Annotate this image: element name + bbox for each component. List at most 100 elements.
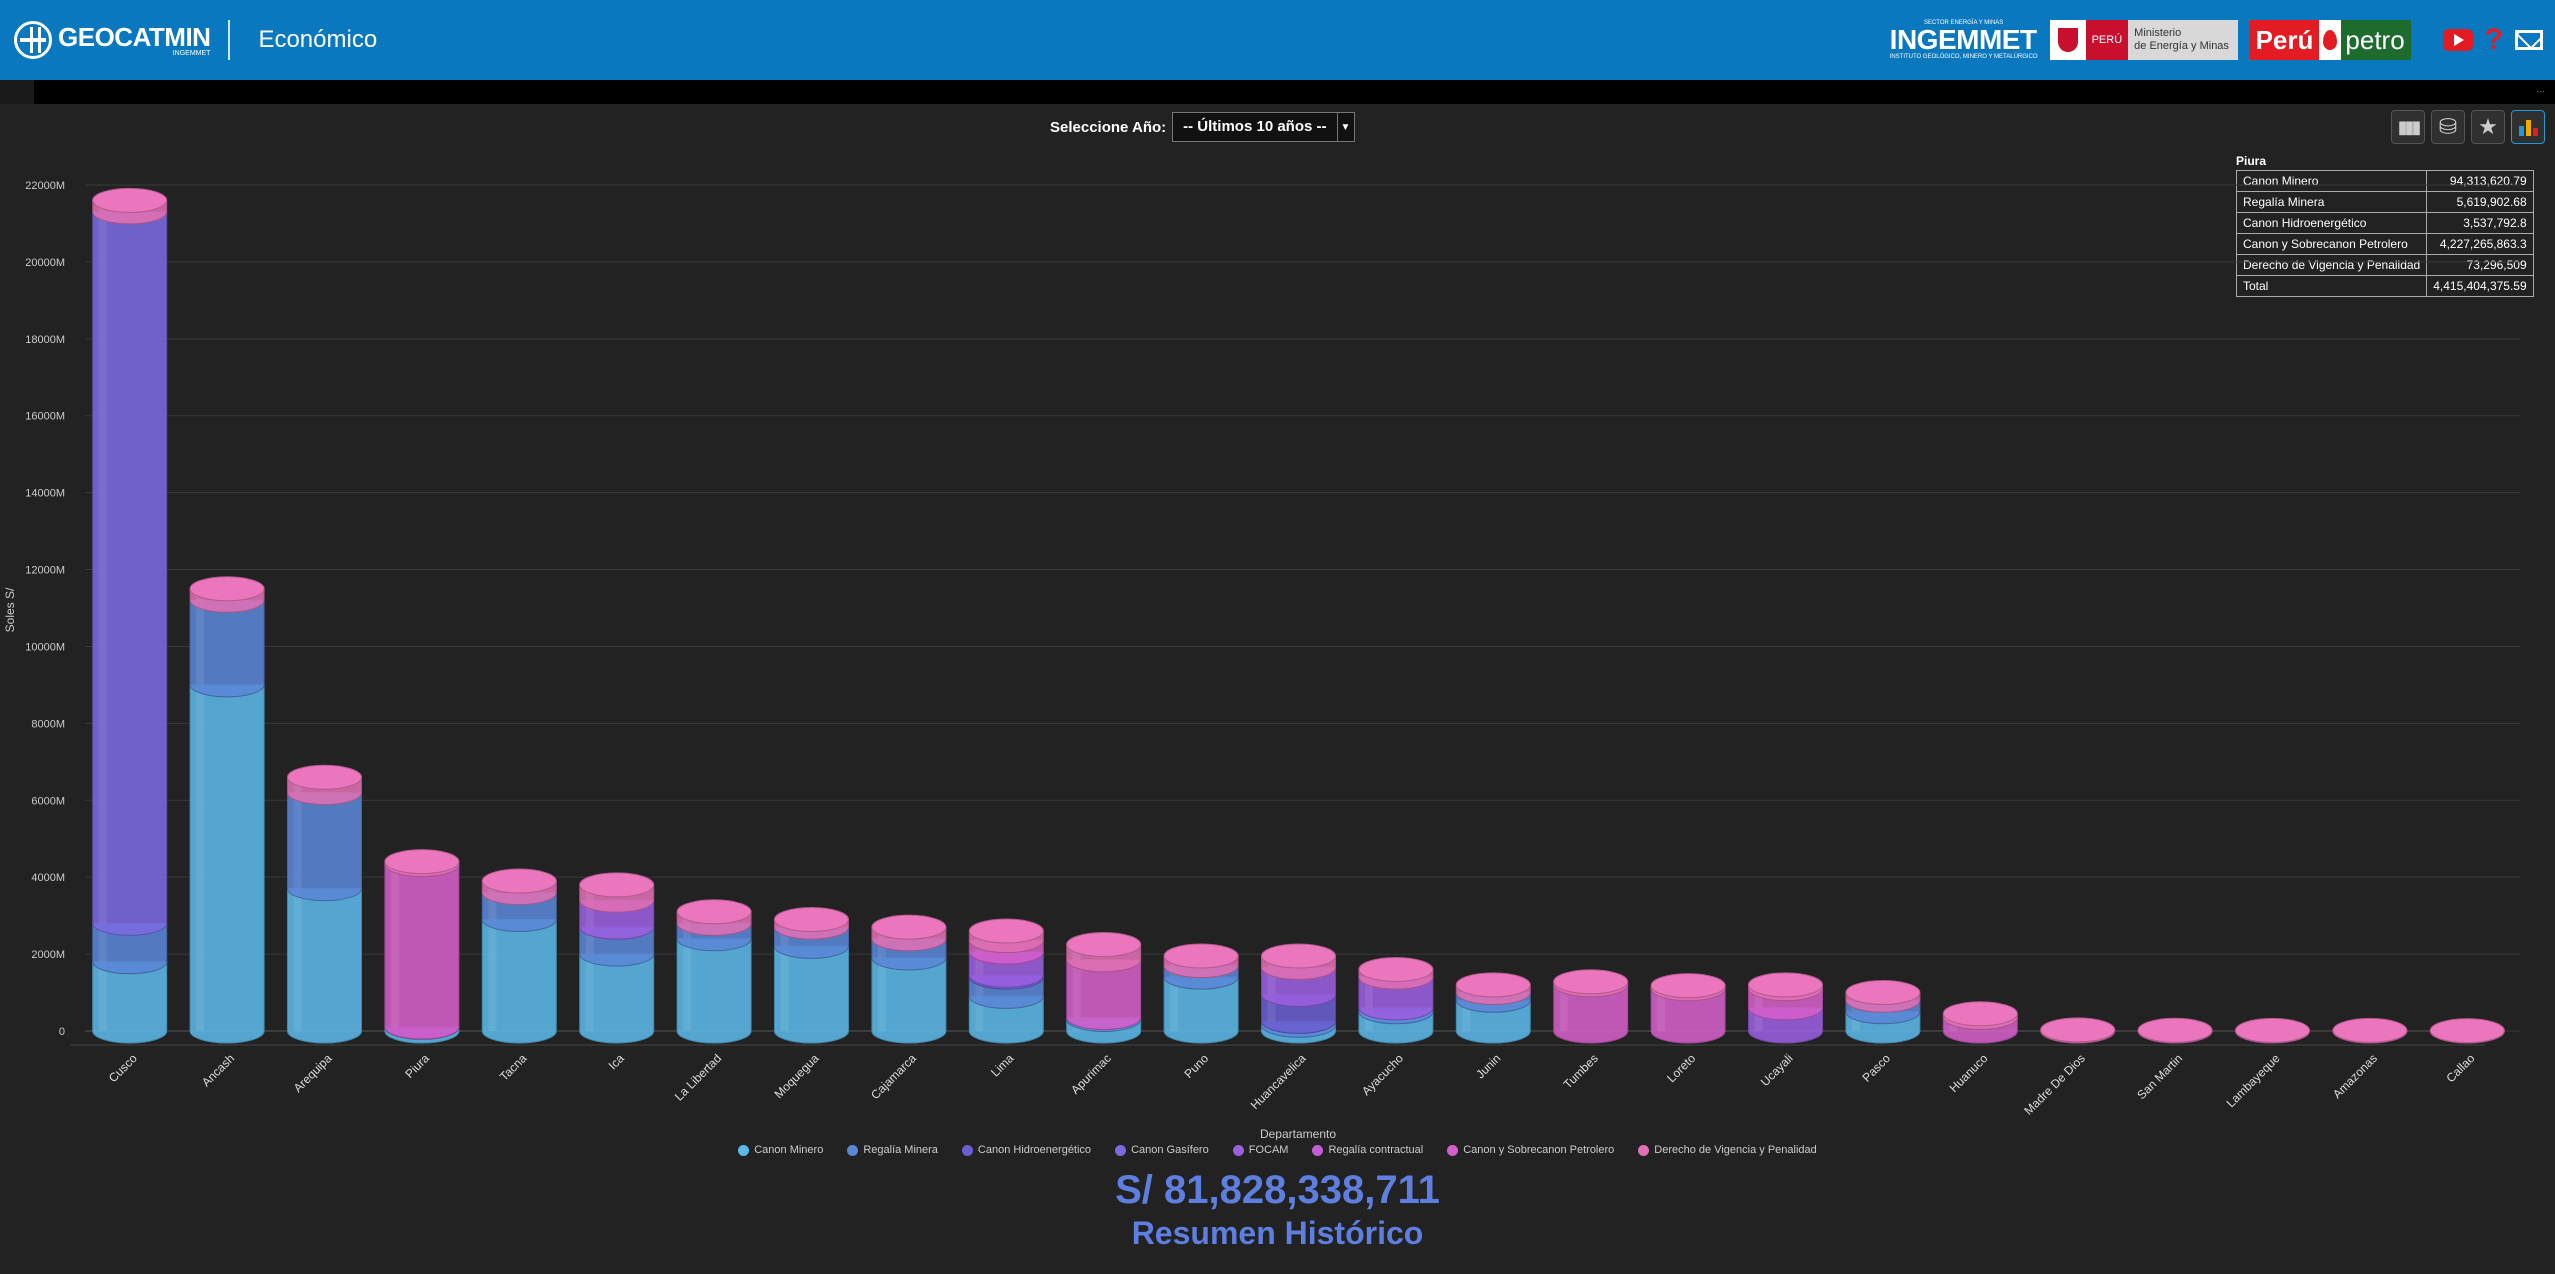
bar-stack bbox=[1163, 943, 1239, 1044]
bar-stack bbox=[1748, 972, 1823, 1044]
bar-segment bbox=[1650, 988, 1726, 1044]
bar-top-cap bbox=[1845, 980, 1921, 1006]
historic-subtitle: Resumen Histórico bbox=[1131, 1215, 1424, 1251]
bar-segment-highlight bbox=[196, 684, 205, 1031]
bar-stack bbox=[676, 899, 752, 1044]
mail-icon[interactable] bbox=[2515, 30, 2543, 50]
bar-segment-highlight bbox=[585, 954, 594, 1031]
bar-segment-highlight bbox=[1170, 977, 1179, 1031]
x-tick-label: Huancavelica bbox=[1248, 1051, 1309, 1112]
legend-label: Canon y Sobrecanon Petrolero bbox=[1463, 1144, 1615, 1156]
chevron-down-icon[interactable]: ▼ bbox=[1340, 121, 1351, 133]
x-tick-label: Ica bbox=[606, 1051, 627, 1072]
legend-item[interactable]: Regalía contractual bbox=[1312, 1144, 1423, 1156]
x-tick-label: La Libertad bbox=[672, 1051, 724, 1103]
globe-icon bbox=[14, 21, 52, 59]
bar-segment bbox=[1163, 976, 1239, 1044]
legend-label: Regalía Minera bbox=[863, 1144, 938, 1156]
favorite-button[interactable]: ★ bbox=[2471, 110, 2505, 144]
bar-segment-highlight bbox=[975, 977, 984, 997]
bar-segment bbox=[384, 863, 460, 1040]
x-tick-label: Ancash bbox=[199, 1051, 237, 1089]
detail-value: 4,415,404,375.59 bbox=[2426, 275, 2534, 297]
peru-shield-icon bbox=[2049, 20, 2086, 60]
header-logos: SECTOR ENERGÍA Y MINAS INGEMMET INSTITUT… bbox=[1890, 14, 2543, 66]
bar-stack bbox=[774, 906, 849, 1044]
bar-top-cap bbox=[1748, 972, 1823, 998]
bar-segment-highlight bbox=[196, 600, 205, 685]
bar-chart-button[interactable]: ▮▮▮ bbox=[2391, 110, 2425, 144]
year-dropdown[interactable]: -- Últimos 10 años -- ▼ bbox=[1172, 112, 1355, 142]
bar-segment-highlight bbox=[1754, 1007, 1763, 1031]
bar-top-cap bbox=[1553, 969, 1629, 995]
perupetro-logo[interactable]: Perú petro bbox=[2249, 20, 2411, 60]
cylinder-icon: ⛁ bbox=[2438, 114, 2458, 139]
legend-label: Canon Hidroenergético bbox=[977, 1144, 1092, 1156]
bar-stack bbox=[2429, 1018, 2505, 1044]
x-tick-label: Tacna bbox=[497, 1051, 530, 1084]
x-tick-label: Loreto bbox=[1664, 1051, 1698, 1085]
cylinder-button[interactable]: ⛁ bbox=[2431, 110, 2465, 144]
legend-item[interactable]: Canon y Sobrecanon Petrolero bbox=[1447, 1144, 1614, 1156]
y-tick-label: 12000M bbox=[25, 565, 65, 577]
ingemmet-name: INGEMMET bbox=[1889, 24, 2037, 55]
stacked-cylinder-chart: 0 2000M 4000M 6000M 8000M 10000M 12000M 14000M 1… bbox=[3, 180, 2520, 1140]
more-icon[interactable]: ... bbox=[2536, 84, 2545, 95]
legend-item[interactable]: Regalía Minera bbox=[847, 1144, 938, 1156]
bar-segment bbox=[287, 792, 362, 902]
legend-label: Canon Minero bbox=[754, 1144, 824, 1156]
legend-item[interactable]: FOCAM bbox=[1232, 1144, 1289, 1156]
bar-stack bbox=[871, 914, 947, 1044]
detail-value: 5,619,902.68 bbox=[2426, 191, 2534, 213]
x-tick-label: Ayacucho bbox=[1359, 1051, 1406, 1098]
bar-segment-highlight bbox=[975, 996, 984, 1031]
y-tick-label: 6000M bbox=[31, 795, 65, 807]
color-chart-button[interactable] bbox=[2511, 110, 2545, 144]
brand-sub: INGEMMET bbox=[172, 49, 211, 57]
bar-segment-highlight bbox=[1072, 959, 1081, 1018]
perupetro-peru: Perú bbox=[2249, 20, 2320, 60]
legend-item[interactable]: Canon Minero bbox=[738, 1144, 823, 1156]
x-tick-label: Cajamarca bbox=[868, 1051, 919, 1102]
x-tick-label: Lima bbox=[988, 1051, 1017, 1080]
petro-drop-icon bbox=[2319, 20, 2342, 60]
legend-item[interactable]: Canon Gasífero bbox=[1115, 1144, 1209, 1156]
bar-top-cap bbox=[2040, 1017, 2116, 1043]
x-tick-label: Apurimac bbox=[1068, 1051, 1114, 1097]
detail-title: Piura bbox=[2236, 154, 2267, 168]
bar-segment bbox=[189, 599, 265, 698]
bar-top-cap bbox=[481, 868, 557, 894]
x-axis-label: Departamento bbox=[1260, 1127, 1336, 1140]
legend-item[interactable]: Canon Hidroenergético bbox=[961, 1144, 1092, 1156]
bar-segment-highlight bbox=[1462, 1000, 1471, 1031]
geocatmin-logo[interactable]: GEOCATMIN INGEMMET bbox=[14, 21, 211, 59]
detail-row: Canon y Sobrecanon Petrolero 4,227,265,86… bbox=[2235, 233, 2534, 255]
ingemmet-logo[interactable]: SECTOR ENERGÍA Y MINAS INGEMMET INSTITUT… bbox=[1890, 20, 2038, 60]
minem-logo[interactable]: PERÚ Ministerio de Energía y Minas bbox=[2049, 20, 2238, 60]
legend-item[interactable]: Derecho de Vigencia y Penalidad bbox=[1638, 1144, 1817, 1156]
bar-segment-highlight bbox=[1364, 977, 1373, 1008]
bar-segment-highlight bbox=[1657, 988, 1666, 1031]
x-tick-label: Amazonas bbox=[2330, 1051, 2380, 1101]
bar-top-cap bbox=[2429, 1018, 2505, 1044]
y-axis-label: Soles S/ bbox=[3, 587, 17, 632]
bar-top-cap bbox=[579, 872, 655, 898]
bar-top-cap bbox=[1261, 943, 1336, 969]
legend-label: FOCAM bbox=[1248, 1144, 1289, 1156]
panel-tab[interactable] bbox=[0, 80, 34, 104]
legend-label: Canon Gasífero bbox=[1131, 1144, 1209, 1156]
bar-stack bbox=[287, 764, 362, 1044]
detail-label: Canon y Sobrecanon Petrolero bbox=[2235, 233, 2428, 255]
legend-label: Regalía contractual bbox=[1328, 1144, 1424, 1156]
youtube-icon[interactable] bbox=[2442, 29, 2473, 51]
bar-segment-highlight bbox=[98, 923, 107, 962]
brand-name: GEOCATMIN bbox=[58, 21, 211, 52]
bar-segment-highlight bbox=[293, 792, 302, 889]
help-icon[interactable]: ? bbox=[2484, 23, 2503, 56]
peru-label: PERÚ bbox=[2085, 20, 2129, 60]
legend-swatch bbox=[738, 1144, 750, 1156]
bar-segment bbox=[1553, 984, 1629, 1044]
bar-segment-highlight bbox=[98, 961, 107, 1031]
bar-top-cap bbox=[774, 906, 849, 932]
bar-top-cap bbox=[1358, 956, 1434, 982]
